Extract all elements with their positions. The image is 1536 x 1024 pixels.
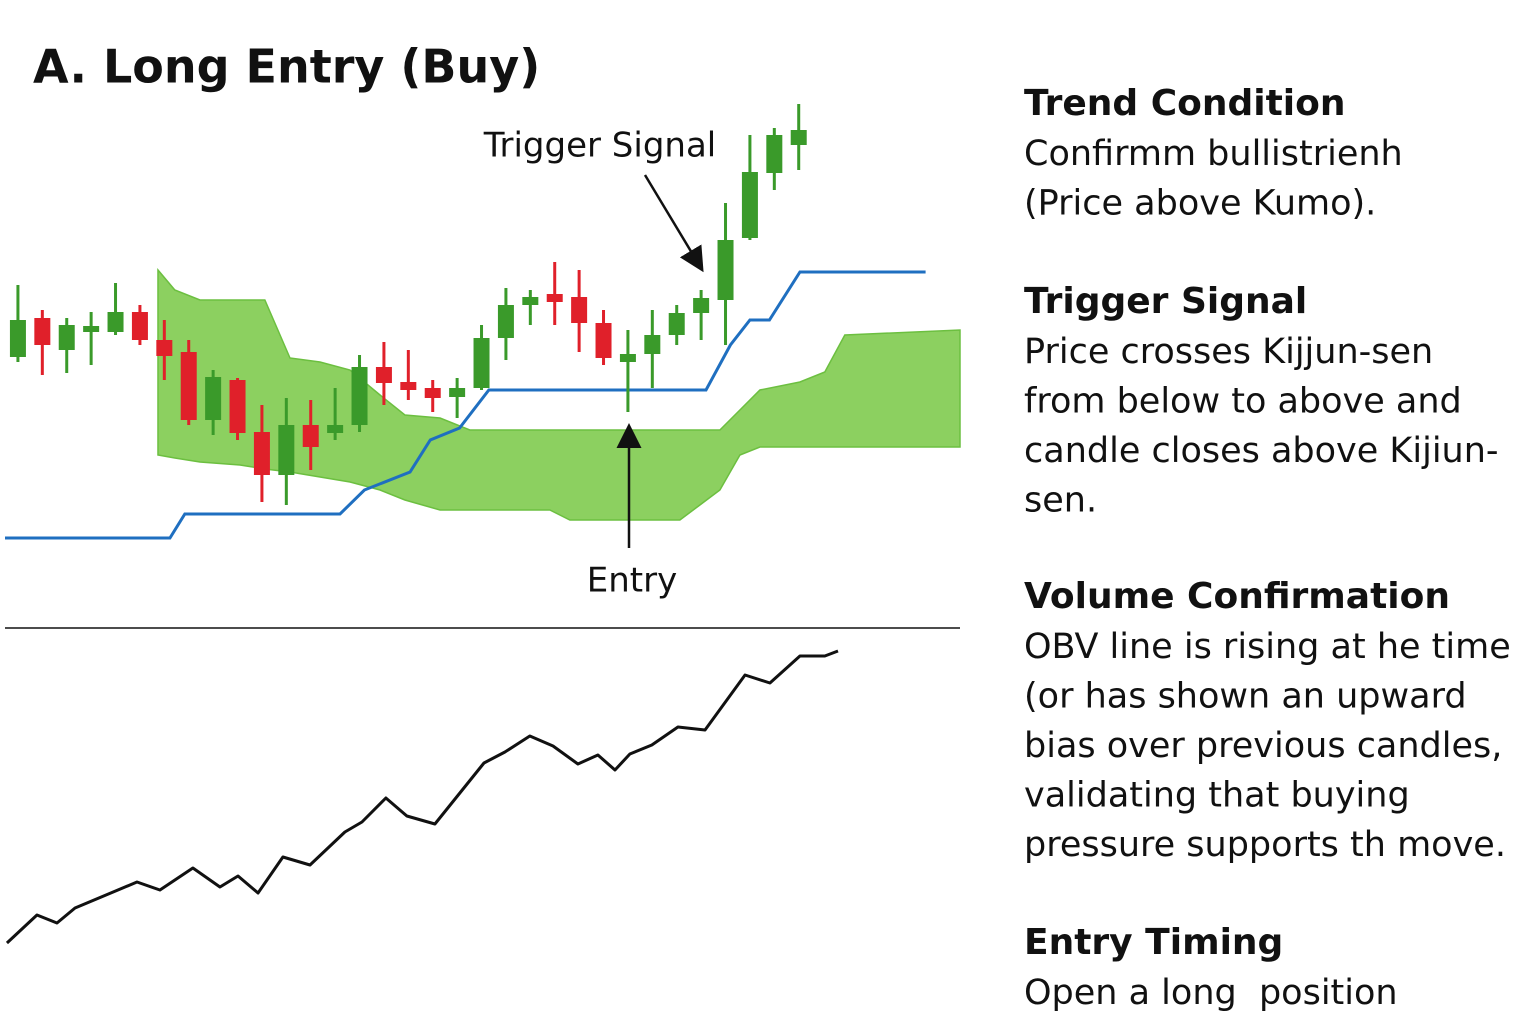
plot-area bbox=[5, 104, 961, 945]
cloud bbox=[157, 267, 961, 521]
candle-body bbox=[497, 305, 514, 338]
section-text: OBV line is rising at he time bbox=[1024, 627, 1511, 667]
candle-body bbox=[205, 377, 222, 420]
candle-body bbox=[34, 318, 51, 345]
candle-body bbox=[253, 432, 270, 475]
candle-body bbox=[693, 298, 710, 313]
section-text: validating that buying bbox=[1024, 776, 1410, 816]
section-text: (or has shown an upward bbox=[1024, 677, 1467, 717]
section-text: sen. bbox=[1024, 481, 1097, 521]
candle-body bbox=[522, 297, 539, 305]
annotation: Trigger Signal bbox=[483, 126, 717, 166]
candle-body bbox=[229, 380, 246, 433]
side-panel: Trend Condition Confirmm bullistrienh (Pri… bbox=[1024, 83, 1511, 1013]
candle-body bbox=[619, 354, 636, 362]
section-heading: Trend Condition bbox=[1024, 83, 1346, 124]
annotation-arrow bbox=[643, 174, 704, 273]
section-text: from below to above and bbox=[1024, 382, 1462, 422]
candle-body bbox=[546, 294, 563, 302]
section-heading: Trigger Signal bbox=[1024, 281, 1307, 322]
section-heading: Volume Confirmation bbox=[1024, 576, 1450, 617]
candle-body bbox=[644, 335, 661, 354]
candle-body bbox=[327, 425, 344, 433]
section-text: Confirmm bullistrienh bbox=[1024, 134, 1403, 174]
section-text: Price crosses Kijjun-sen bbox=[1024, 332, 1433, 372]
obv-line bbox=[5, 649, 839, 945]
candle-body bbox=[83, 326, 100, 332]
candle-body bbox=[571, 297, 588, 323]
candle-body bbox=[400, 382, 417, 390]
candle-body bbox=[717, 240, 734, 300]
section-text: (Price above Kumo). bbox=[1024, 184, 1376, 224]
candle-body bbox=[131, 312, 148, 340]
page-title: A. Long Entry (Buy) bbox=[33, 40, 540, 94]
kijun-line bbox=[5, 270, 926, 540]
candle-body bbox=[424, 388, 441, 398]
candle-body bbox=[9, 320, 26, 357]
candle-body bbox=[595, 323, 612, 358]
candle-body bbox=[766, 135, 783, 173]
section-text: Open a long position bbox=[1024, 973, 1398, 1013]
candle-body bbox=[668, 313, 685, 335]
candle-body bbox=[449, 388, 466, 397]
candle-body bbox=[180, 352, 197, 420]
candle-body bbox=[58, 325, 75, 350]
section-text: pressure supports th move. bbox=[1024, 825, 1506, 865]
candle-body bbox=[375, 367, 392, 383]
candle-body bbox=[278, 425, 295, 475]
candle-body bbox=[790, 130, 807, 145]
section-heading: Entry Timing bbox=[1024, 922, 1283, 963]
candle-body bbox=[351, 367, 368, 425]
candle-body bbox=[302, 425, 319, 447]
section-text: bias over previous candles, bbox=[1024, 726, 1502, 766]
section-text: candle closes above Kijiun- bbox=[1024, 431, 1499, 471]
candle-body bbox=[107, 312, 124, 332]
candle-body bbox=[156, 340, 173, 356]
annotation: Entry bbox=[587, 561, 677, 601]
candle-body bbox=[741, 172, 758, 238]
candle-body bbox=[473, 338, 490, 388]
